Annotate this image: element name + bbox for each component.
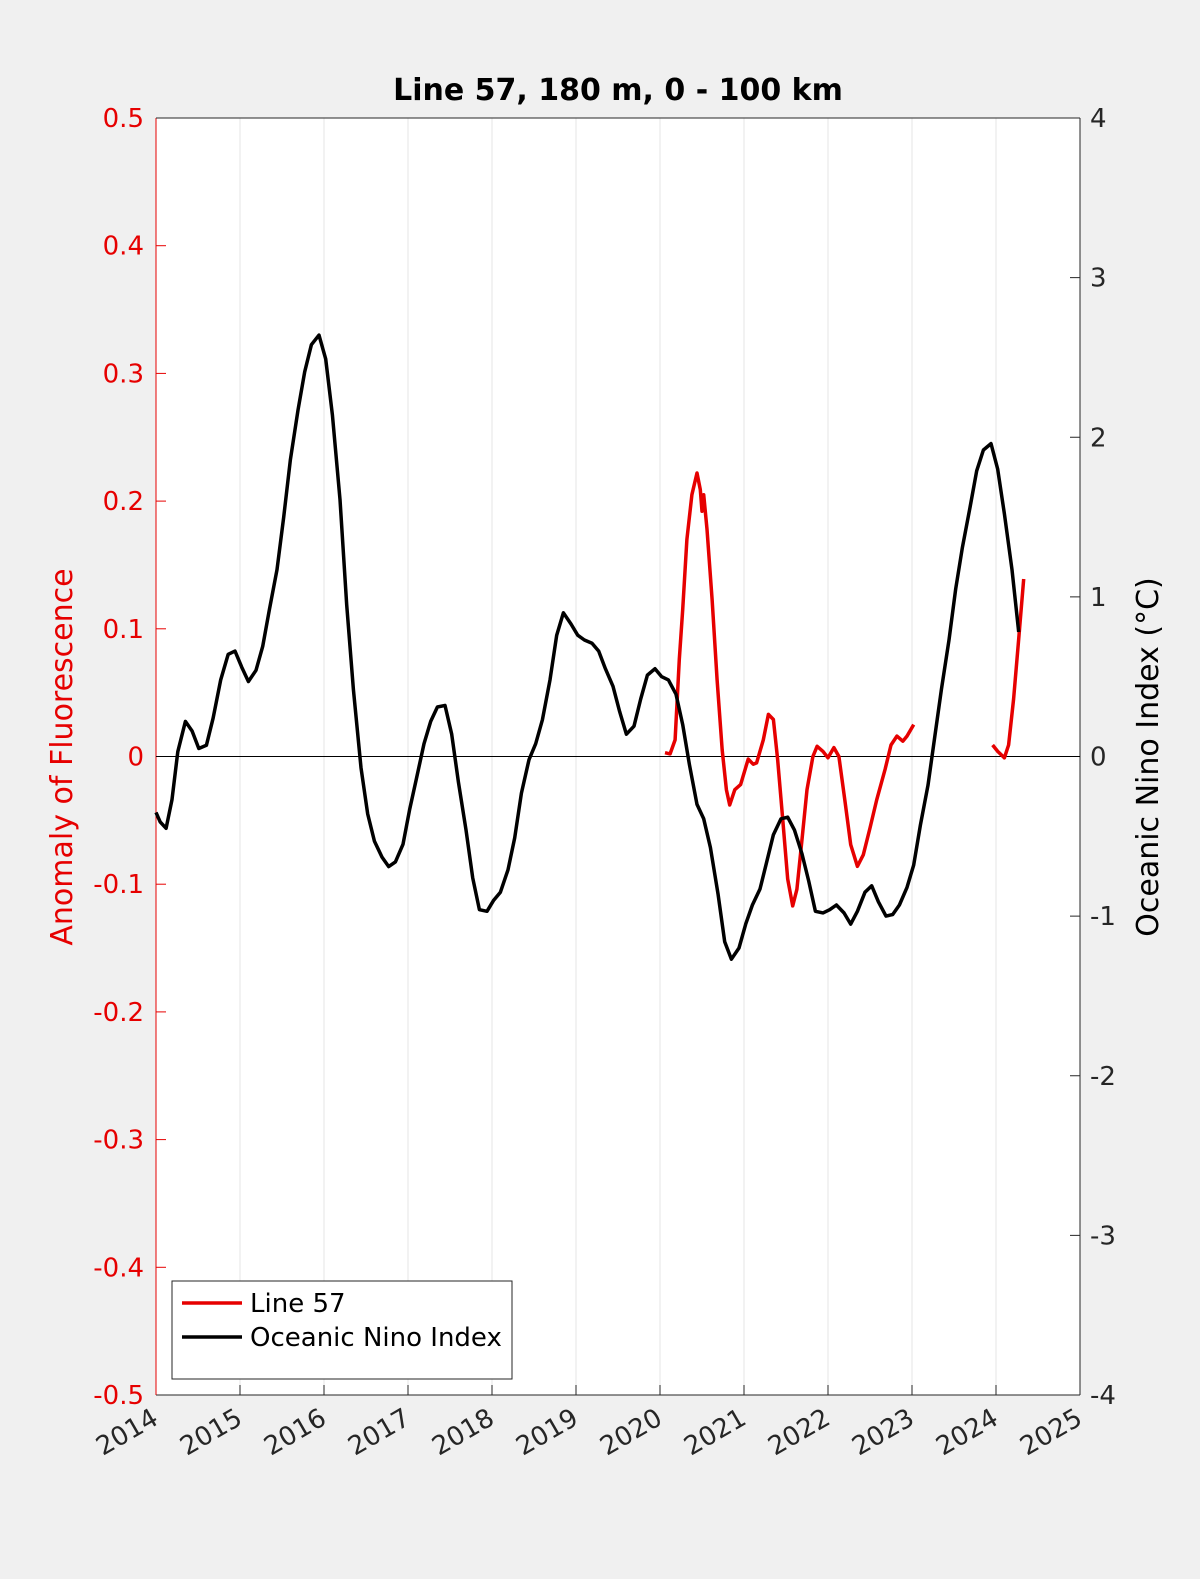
y2-tick-label: -4: [1090, 1381, 1116, 1411]
y-tick-label: 0.4: [103, 232, 144, 262]
y2-tick-label: 0: [1090, 743, 1107, 773]
y2-tick-label: 1: [1090, 583, 1107, 613]
y-tick-label: 0.1: [103, 615, 144, 645]
y-tick-label: 0.3: [103, 359, 144, 389]
y2-tick-label: -2: [1090, 1062, 1116, 1092]
y2-tick-label: 2: [1090, 423, 1107, 453]
x-tick-label: 2016: [259, 1403, 331, 1462]
series-line: [664, 471, 1026, 908]
y-tick-label: -0.2: [93, 998, 144, 1028]
x-tick-label: 2025: [1015, 1403, 1087, 1462]
y-tick-label: -0.1: [93, 870, 144, 900]
x-tick-label: 2022: [763, 1403, 835, 1462]
x-tick-label: 2017: [343, 1403, 415, 1462]
x-tick-label: 2018: [427, 1403, 499, 1462]
y2-tick-label: 4: [1090, 104, 1107, 134]
x-tick-label: 2015: [175, 1403, 247, 1462]
x-tick-label: 2014: [91, 1403, 163, 1462]
y-tick-label: -0.4: [93, 1253, 144, 1283]
y-tick-label: 0.2: [103, 487, 144, 517]
y2-tick-label: -1: [1090, 902, 1116, 932]
y-tick-label: -0.3: [93, 1126, 144, 1156]
y-tick-label: 0: [127, 743, 144, 773]
legend-box: [171, 1280, 513, 1380]
x-tick-label: 2019: [511, 1403, 583, 1462]
legend-label: Line 57: [250, 1289, 346, 1319]
y-tick-label: 0.5: [103, 104, 144, 134]
y2-axis-label: Oceanic Nino Index (°C): [1131, 577, 1166, 937]
x-tick-label: 2020: [595, 1403, 667, 1462]
x-tick-label: 2023: [847, 1403, 919, 1462]
series-line: [154, 333, 1021, 961]
legend-label: Oceanic Nino Index: [250, 1323, 502, 1353]
y2-tick-label: 3: [1090, 264, 1107, 294]
y-axis-label: Anomaly of Fluorescence: [45, 568, 80, 945]
y-tick-label: -0.5: [93, 1381, 144, 1411]
chart-title: Line 57, 180 m, 0 - 100 km: [393, 73, 843, 108]
x-tick-label: 2021: [679, 1403, 751, 1462]
y2-tick-label: -3: [1090, 1221, 1116, 1251]
x-tick-label: 2024: [931, 1403, 1003, 1462]
